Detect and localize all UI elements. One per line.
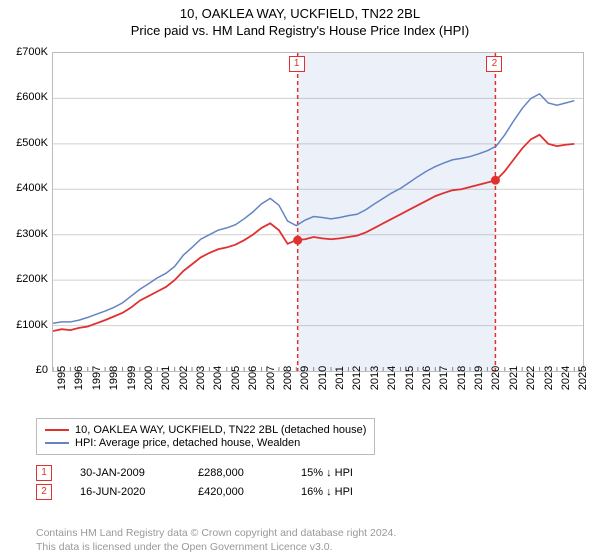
x-axis-label: 2024: [560, 366, 572, 390]
legend-item: 10, OAKLEA WAY, UCKFIELD, TN22 2BL (deta…: [45, 424, 366, 436]
x-axis-label: 2018: [456, 366, 468, 390]
x-axis-label: 2009: [299, 366, 311, 390]
legend: 10, OAKLEA WAY, UCKFIELD, TN22 2BL (deta…: [36, 418, 375, 455]
series-svg: [53, 53, 583, 371]
x-axis-label: 1996: [73, 366, 85, 390]
legend-item: HPI: Average price, detached house, Weal…: [45, 437, 366, 449]
transaction-delta: 15% ↓ HPI: [301, 467, 353, 479]
attribution-line: Contains HM Land Registry data © Crown c…: [36, 526, 396, 540]
attribution: Contains HM Land Registry data © Crown c…: [36, 526, 396, 554]
y-axis-label: £300K: [16, 228, 48, 240]
transaction-date: 30-JAN-2009: [80, 467, 170, 479]
plot-area: [52, 52, 584, 372]
legend-label: 10, OAKLEA WAY, UCKFIELD, TN22 2BL (deta…: [75, 424, 366, 436]
y-axis-label: £700K: [16, 46, 48, 58]
page-subtitle: Price paid vs. HM Land Registry's House …: [0, 21, 600, 38]
transaction-delta: 16% ↓ HPI: [301, 486, 353, 498]
legend-label: HPI: Average price, detached house, Weal…: [75, 437, 300, 449]
x-axis-label: 2007: [265, 366, 277, 390]
x-axis-label: 2013: [369, 366, 381, 390]
x-axis-label: 2012: [351, 366, 363, 390]
x-axis-label: 2021: [508, 366, 520, 390]
x-axis-label: 2004: [212, 366, 224, 390]
x-axis-label: 2005: [230, 366, 242, 390]
legend-swatch: [45, 429, 69, 431]
attribution-line: This data is licensed under the Open Gov…: [36, 540, 396, 554]
chart: £0£100K£200K£300K£400K£500K£600K£700K 19…: [52, 52, 582, 370]
x-axis-label: 2017: [438, 366, 450, 390]
x-axis-label: 2022: [525, 366, 537, 390]
y-axis-label: £600K: [16, 91, 48, 103]
transaction-table: 1 30-JAN-2009 £288,000 15% ↓ HPI 2 16-JU…: [36, 462, 353, 503]
x-axis-label: 2010: [317, 366, 329, 390]
transaction-marker: 1: [36, 465, 52, 481]
transaction-price: £420,000: [198, 486, 273, 498]
x-axis-label: 1998: [108, 366, 120, 390]
x-axis-label: 2008: [282, 366, 294, 390]
x-axis-label: 2020: [490, 366, 502, 390]
vline-marker: 2: [486, 56, 502, 72]
x-axis-label: 2006: [247, 366, 259, 390]
x-axis-label: 2003: [195, 366, 207, 390]
x-axis-label: 2002: [178, 366, 190, 390]
transaction-date: 16-JUN-2020: [80, 486, 170, 498]
y-axis-label: £0: [36, 364, 48, 376]
x-axis-label: 2000: [143, 366, 155, 390]
x-axis-label: 2023: [543, 366, 555, 390]
y-axis-label: £400K: [16, 182, 48, 194]
x-axis-label: 2016: [421, 366, 433, 390]
transaction-marker: 2: [36, 484, 52, 500]
x-axis-label: 2001: [160, 366, 172, 390]
transaction-price: £288,000: [198, 467, 273, 479]
table-row: 1 30-JAN-2009 £288,000 15% ↓ HPI: [36, 465, 353, 481]
y-axis-label: £100K: [16, 319, 48, 331]
shaded-region: [298, 53, 496, 371]
legend-swatch: [45, 442, 69, 444]
y-axis-label: £500K: [16, 137, 48, 149]
vline-marker: 1: [289, 56, 305, 72]
x-axis-label: 1995: [56, 366, 68, 390]
x-axis-label: 2015: [404, 366, 416, 390]
table-row: 2 16-JUN-2020 £420,000 16% ↓ HPI: [36, 484, 353, 500]
x-axis-label: 1997: [91, 366, 103, 390]
chart-card: 10, OAKLEA WAY, UCKFIELD, TN22 2BL Price…: [0, 0, 600, 560]
y-axis-label: £200K: [16, 273, 48, 285]
x-axis-label: 2019: [473, 366, 485, 390]
x-axis-label: 2025: [577, 366, 589, 390]
page-title: 10, OAKLEA WAY, UCKFIELD, TN22 2BL: [0, 0, 600, 21]
x-axis-label: 2011: [334, 366, 346, 390]
x-axis-label: 1999: [126, 366, 138, 390]
x-axis-label: 2014: [386, 366, 398, 390]
